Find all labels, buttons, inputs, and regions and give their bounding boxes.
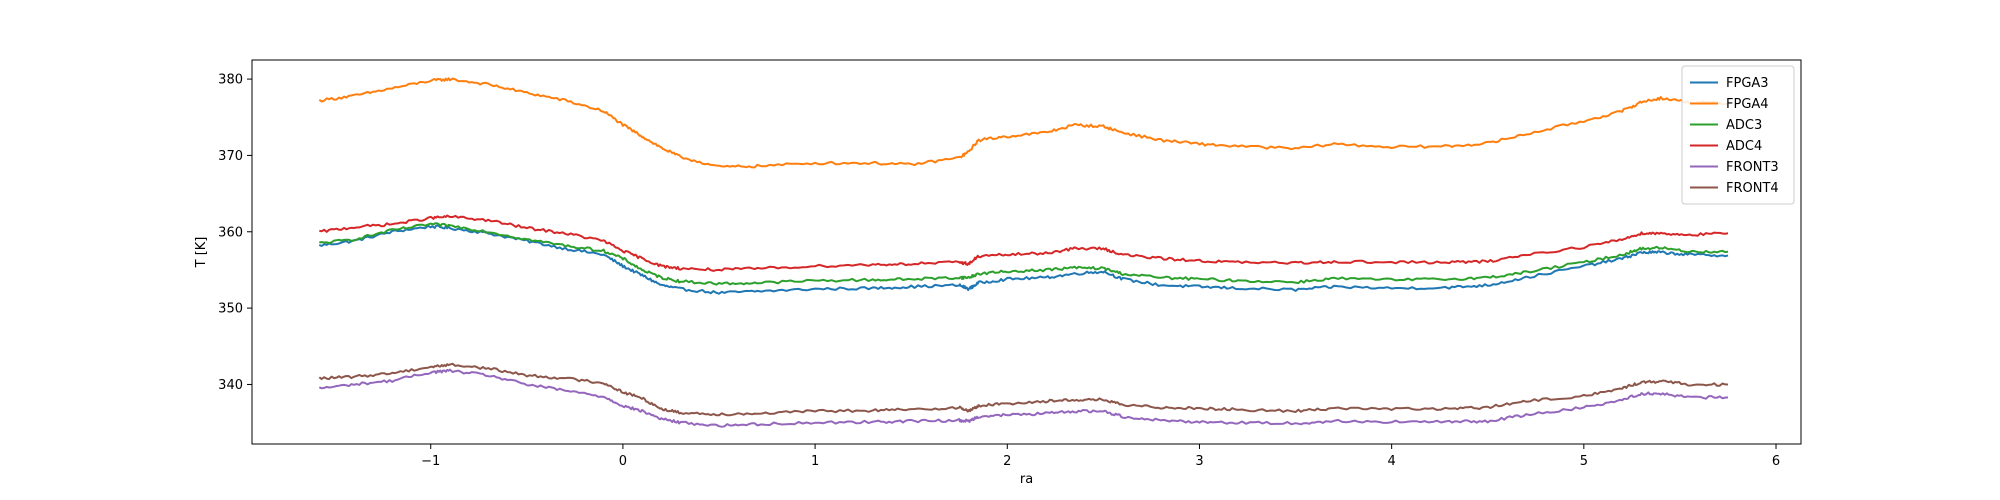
axes-layer: −1 0 1 2 3 4 5 6 340 350 360 370 380 [218, 59, 1802, 469]
y-tick-label: 370 [218, 149, 243, 164]
legend-box [1681, 65, 1795, 205]
x-tick-label: 3 [1195, 454, 1203, 469]
series-line-front4 [318, 362, 1729, 417]
x-tick-label: 1 [811, 454, 819, 469]
series-line-front3 [318, 368, 1729, 428]
series-line-adc4 [319, 214, 1729, 272]
legend-label-adc4: ADC4 [1726, 139, 1762, 154]
legend-label-front3: FRONT3 [1726, 160, 1779, 175]
x-tick-label: 0 [619, 454, 627, 469]
y-axis-label: T [K] [194, 237, 209, 269]
x-tick-label: 6 [1772, 454, 1780, 469]
axes-frame [251, 59, 1802, 445]
y-tick-label: 340 [218, 378, 243, 393]
x-tick-label: 5 [1580, 454, 1588, 469]
legend: FPGA3 FPGA4 ADC3 ADC4 FRONT3 FRONT4 [1681, 65, 1795, 205]
series-line-fpga3 [318, 224, 1729, 295]
x-tick-label: 4 [1388, 454, 1396, 469]
x-axis-label: ra [1020, 472, 1033, 487]
x-tick-label: 2 [1003, 454, 1011, 469]
series-line-fpga4 [318, 77, 1729, 169]
legend-label-adc3: ADC3 [1726, 118, 1762, 133]
series-line-adc3 [319, 222, 1729, 286]
y-tick-label: 380 [218, 73, 243, 88]
legend-label-fpga3: FPGA3 [1726, 76, 1769, 91]
legend-label-fpga4: FPGA4 [1726, 97, 1769, 112]
x-tick-label: −1 [421, 454, 440, 469]
y-tick-label: 360 [218, 225, 243, 240]
legend-label-front4: FRONT4 [1726, 181, 1779, 196]
y-tick-label: 350 [218, 302, 243, 317]
series-layer [318, 77, 1729, 428]
